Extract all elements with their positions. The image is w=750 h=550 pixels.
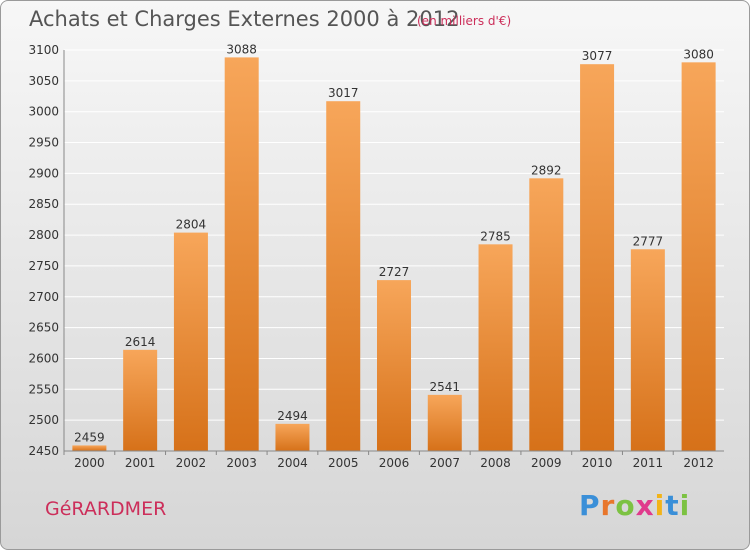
bar-value-label: 2459 <box>74 430 105 444</box>
x-tick-label: 2009 <box>531 456 562 470</box>
bar-2012 <box>681 62 716 451</box>
x-tick-label: 2006 <box>379 456 410 470</box>
x-tick-label: 2012 <box>683 456 714 470</box>
commune-name: GéRARDMER <box>45 498 167 520</box>
bar-2004 <box>275 423 310 451</box>
y-tick-label: 2800 <box>28 228 59 242</box>
logo-letter: t <box>665 489 680 522</box>
bar-value-label: 2892 <box>531 163 562 177</box>
y-tick-label: 2650 <box>28 321 59 335</box>
y-tick-label: 2550 <box>28 382 59 396</box>
logo-letter: i <box>654 489 666 522</box>
bar-value-label: 3017 <box>328 86 359 100</box>
bar-value-label: 3080 <box>683 47 714 61</box>
x-tick-label: 2002 <box>176 456 207 470</box>
logo-letter: x <box>635 489 655 522</box>
y-tick-label: 2600 <box>28 351 59 365</box>
x-tick-label: 2001 <box>125 456 156 470</box>
logo-letter: i <box>679 489 691 522</box>
bars <box>72 57 716 451</box>
bar-2000 <box>72 445 107 451</box>
bar-value-label: 2785 <box>480 229 511 243</box>
x-tick-label: 2007 <box>429 456 460 470</box>
x-tick-label: 2005 <box>328 456 359 470</box>
y-tick-label: 3100 <box>28 43 59 57</box>
bar-value-label: 2804 <box>176 218 207 232</box>
y-tick-label: 2750 <box>28 259 59 273</box>
x-tick-label: 2008 <box>480 456 511 470</box>
logo-letter: P <box>579 489 601 522</box>
bar-2005 <box>326 101 361 451</box>
y-tick-label: 2950 <box>28 136 59 150</box>
bar-value-label: 2494 <box>277 409 308 423</box>
bar-value-label: 3088 <box>226 42 257 56</box>
logo-letter: o <box>615 489 636 522</box>
bar-2007 <box>427 394 462 451</box>
bar-2002 <box>173 232 208 451</box>
bar-value-label: 2777 <box>633 234 664 248</box>
bar-2001 <box>123 349 158 451</box>
y-tick-label: 2900 <box>28 166 59 180</box>
bar-labels: 2459 2614 2804 3088 2494 3017 2727 2541 2785 2892… <box>74 42 714 444</box>
bar-value-label: 2727 <box>379 265 410 279</box>
bar-value-label: 3077 <box>582 49 613 63</box>
bar-2011 <box>630 249 665 451</box>
logo-letter: r <box>600 489 616 522</box>
bar-2008 <box>478 244 513 451</box>
x-tick-label: 2000 <box>74 456 105 470</box>
bar-2006 <box>377 280 411 451</box>
x-tick-label: 2010 <box>582 456 613 470</box>
proxiti-logo: Proxiti <box>579 489 690 522</box>
bar-2003 <box>224 57 259 451</box>
y-tick-label: 3050 <box>28 74 59 88</box>
bar-value-label: 2614 <box>125 335 156 349</box>
y-tick-label: 2450 <box>28 444 59 458</box>
x-tick-label: 2003 <box>226 456 257 470</box>
x-tick-label: 2004 <box>277 456 308 470</box>
bar-value-label: 2541 <box>429 380 460 394</box>
y-axis-ticks: 2450 2500 2550 2600 2650 2700 2750 2800 2850 2900… <box>28 43 59 458</box>
chart-title: Achats et Charges Externes 2000 à 2012 <box>29 7 460 31</box>
bar-2010 <box>580 64 615 451</box>
bar-2009 <box>529 178 564 451</box>
y-tick-label: 2850 <box>28 197 59 211</box>
x-axis-ticks: 2000 2001 2002 2003 2004 2005 2006 2007 2008 2009… <box>63 451 714 470</box>
y-tick-label: 2500 <box>28 413 59 427</box>
y-tick-label: 2700 <box>28 290 59 304</box>
y-tick-label: 3000 <box>28 105 59 119</box>
x-tick-label: 2011 <box>633 456 664 470</box>
chart-subtitle: (en milliers d'€) <box>417 14 512 28</box>
